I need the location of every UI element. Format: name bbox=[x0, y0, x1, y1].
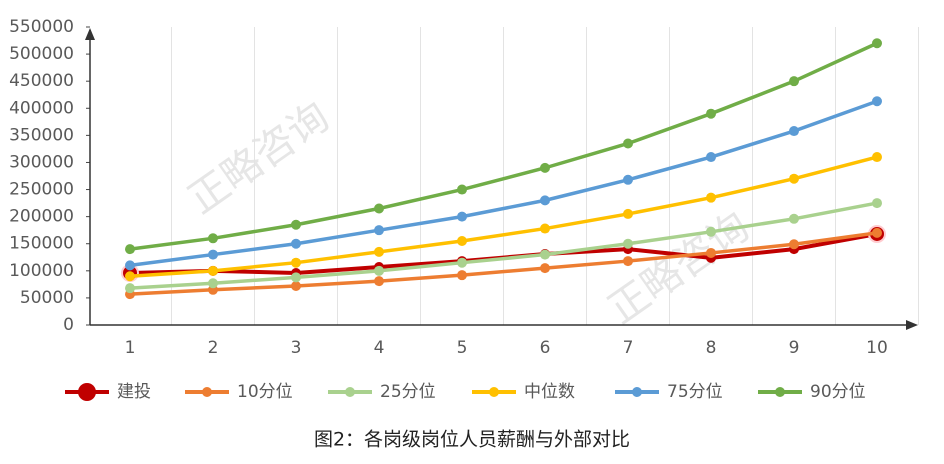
series-point bbox=[540, 263, 550, 274]
y-tick-label: 0 bbox=[63, 315, 74, 335]
y-tick-label: 50000 bbox=[20, 288, 74, 308]
series-point bbox=[540, 162, 550, 173]
x-tick-label: 2 bbox=[208, 338, 219, 358]
legend-label: 25分位 bbox=[380, 382, 436, 402]
x-tick-label: 4 bbox=[374, 338, 385, 358]
series-point bbox=[623, 256, 633, 267]
series-point bbox=[208, 278, 218, 289]
series-point bbox=[291, 257, 301, 268]
series-point bbox=[540, 195, 550, 206]
y-tick-label: 500000 bbox=[9, 44, 74, 64]
series-point bbox=[706, 152, 716, 163]
caption: 图2：各岗级岗位人员薪酬与外部对比 bbox=[314, 429, 630, 451]
series-point bbox=[706, 192, 716, 203]
y-tick-label: 400000 bbox=[9, 98, 74, 118]
series-point bbox=[457, 236, 467, 247]
series-line bbox=[129, 231, 878, 296]
x-tick-label: 8 bbox=[706, 338, 717, 358]
legend-marker bbox=[775, 387, 785, 397]
series-point bbox=[125, 271, 135, 282]
series-point bbox=[623, 174, 633, 185]
series-point bbox=[374, 225, 384, 236]
series-point bbox=[789, 213, 799, 224]
y-tick-label: 200000 bbox=[9, 207, 74, 227]
series-point bbox=[706, 108, 716, 119]
series-point bbox=[374, 276, 384, 287]
legend-marker bbox=[202, 387, 212, 397]
legend-marker bbox=[345, 387, 355, 397]
series-point bbox=[540, 223, 550, 234]
series-point bbox=[623, 208, 633, 219]
x-tick-label: 5 bbox=[457, 338, 468, 358]
series-point bbox=[125, 244, 135, 255]
series-point bbox=[872, 227, 882, 238]
series-line bbox=[129, 41, 878, 251]
series-point bbox=[291, 238, 301, 249]
series-point bbox=[457, 184, 467, 195]
watermark: 正略咨询 bbox=[180, 94, 337, 223]
series-point bbox=[208, 249, 218, 260]
series-point bbox=[623, 238, 633, 249]
series-point bbox=[789, 173, 799, 184]
y-tick-label: 550000 bbox=[9, 17, 74, 37]
x-tick-label: 3 bbox=[291, 338, 302, 358]
series-point bbox=[623, 138, 633, 149]
legend-marker bbox=[78, 383, 96, 401]
series-point bbox=[706, 247, 716, 258]
x-tick-label: 1 bbox=[125, 338, 136, 358]
y-tick-label: 100000 bbox=[9, 261, 74, 281]
series-point bbox=[291, 272, 301, 283]
series-point bbox=[872, 96, 882, 107]
series-point bbox=[374, 246, 384, 257]
x-arrow bbox=[906, 320, 918, 330]
watermark: 正略咨询 bbox=[600, 204, 757, 333]
series-line bbox=[129, 99, 878, 268]
series-point bbox=[374, 265, 384, 276]
series-point bbox=[291, 280, 301, 291]
series-point bbox=[706, 226, 716, 237]
series-point bbox=[789, 239, 799, 250]
legend-label: 10分位 bbox=[237, 382, 293, 402]
y-tick-label: 250000 bbox=[9, 180, 74, 200]
series-point bbox=[125, 283, 135, 294]
legend-marker bbox=[489, 387, 499, 397]
series-point bbox=[789, 126, 799, 137]
series-point bbox=[457, 211, 467, 222]
x-tick-label: 7 bbox=[623, 338, 634, 358]
legend-label: 建投 bbox=[117, 382, 151, 402]
y-tick-label: 300000 bbox=[9, 152, 74, 172]
y-arrow bbox=[85, 28, 95, 40]
series-point bbox=[872, 152, 882, 163]
series-point bbox=[291, 219, 301, 230]
y-tick-label: 150000 bbox=[9, 234, 74, 254]
series-point bbox=[872, 198, 882, 209]
legend-label: 75分位 bbox=[667, 382, 723, 402]
series-point bbox=[208, 233, 218, 244]
legend-label: 中位数 bbox=[524, 382, 575, 402]
series-point bbox=[208, 265, 218, 276]
legend-marker bbox=[632, 387, 642, 397]
legend-label: 90分位 bbox=[810, 382, 866, 402]
y-tick-label: 350000 bbox=[9, 125, 74, 145]
series-point bbox=[540, 249, 550, 260]
series-point bbox=[789, 76, 799, 87]
series-point bbox=[125, 260, 135, 271]
x-tick-label: 6 bbox=[540, 338, 551, 358]
series-point bbox=[872, 38, 882, 49]
series-point bbox=[374, 203, 384, 214]
x-tick-label: 9 bbox=[789, 338, 800, 358]
x-tick-label: 10 bbox=[866, 338, 888, 358]
series-point bbox=[457, 257, 467, 268]
series-line bbox=[129, 201, 878, 290]
series-line bbox=[129, 155, 878, 278]
y-tick-label: 450000 bbox=[9, 71, 74, 91]
series-point bbox=[457, 270, 467, 281]
